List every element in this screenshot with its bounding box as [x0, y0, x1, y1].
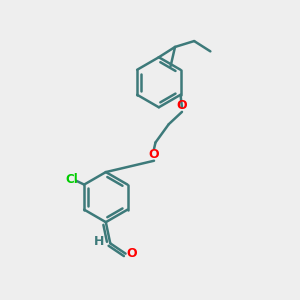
Text: O: O [149, 148, 159, 161]
Text: Cl: Cl [65, 173, 78, 186]
Text: O: O [177, 100, 187, 112]
Text: H: H [94, 236, 104, 248]
Text: O: O [127, 247, 137, 260]
